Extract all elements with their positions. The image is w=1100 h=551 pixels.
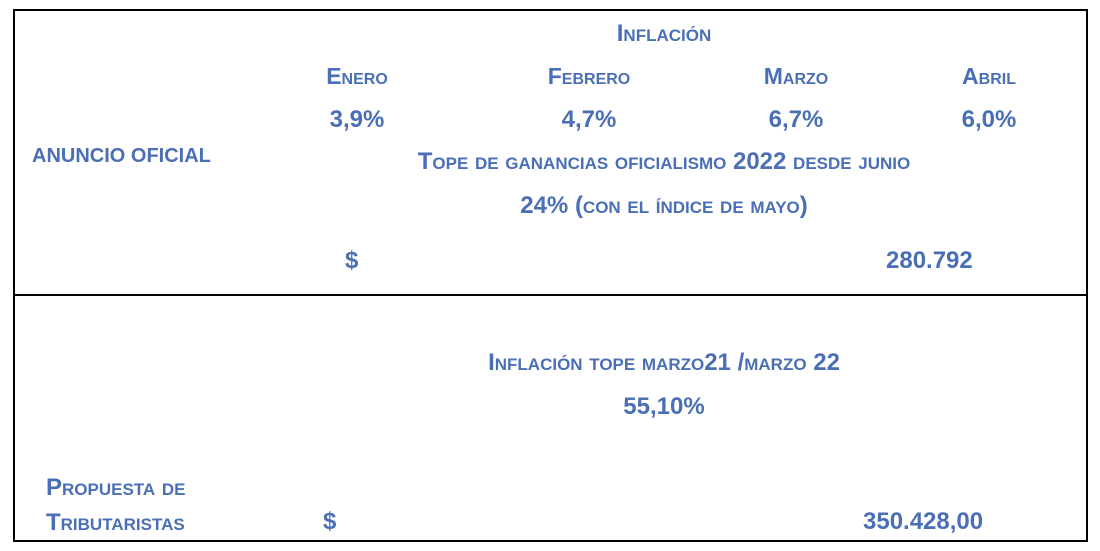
proposal-label-line1: Propuesta de	[46, 474, 186, 501]
march-inflation-value: 6,7%	[768, 106, 824, 133]
inflation-tope-percent: 55,10%	[623, 393, 705, 420]
inflation-title: Inflación	[616, 20, 712, 47]
month-january-label: Enero	[326, 63, 388, 89]
official-tope-amount: 280.792	[886, 247, 973, 274]
currency-symbol-top: $	[345, 247, 359, 274]
january-inflation-value: 3,9%	[329, 106, 385, 133]
april-inflation-value: 6,0%	[961, 106, 1017, 133]
tax-experts-proposal-section	[13, 294, 1088, 542]
tope-percent-note: 24% (con el índice de mayo)	[520, 192, 808, 219]
february-inflation-value: 4,7%	[561, 106, 617, 133]
month-february-label: Febrero	[547, 63, 631, 89]
official-announcement-label: ANUNCIO OFICIAL	[32, 145, 211, 167]
month-april-label: Abril	[962, 63, 1016, 89]
inflation-tope-heading: Inflación tope marzo21 /marzo 22	[488, 349, 840, 376]
month-march-label: Marzo	[763, 63, 829, 89]
tope-ganancias-heading: Tope de ganancias oficialismo 2022 desde…	[417, 148, 911, 175]
currency-symbol-bottom: $	[323, 508, 337, 535]
proposal-label-line2: Tributaristas	[46, 509, 185, 536]
proposal-amount: 350.428,00	[863, 508, 984, 535]
